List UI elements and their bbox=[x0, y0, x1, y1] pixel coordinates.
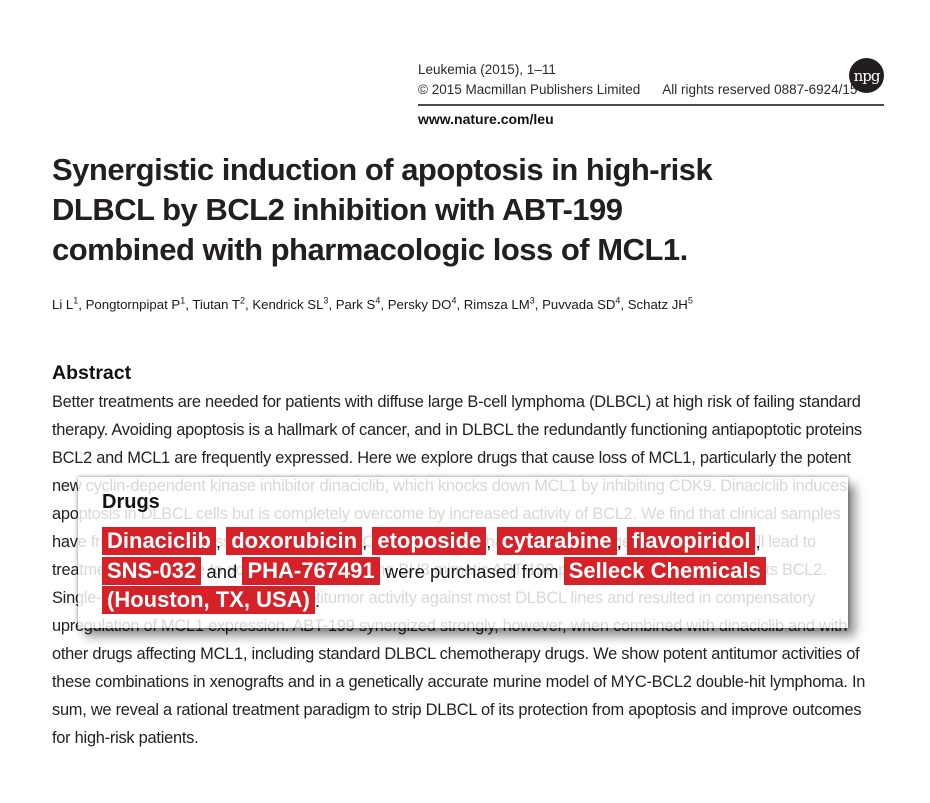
author-affiliation-sup: 3 bbox=[529, 295, 535, 306]
abstract-line: these combinations in xenografts and in … bbox=[52, 673, 866, 691]
abstract-line: other drugs affecting MCL1, including st… bbox=[52, 645, 860, 663]
drug-chip[interactable]: PHA-767491 bbox=[242, 556, 380, 585]
author-affiliation-sup: 4 bbox=[451, 295, 457, 306]
drug-connector-text: , bbox=[486, 531, 497, 552]
popup-text-row: Dinaciclib, doxorubicin, etoposide, cyta… bbox=[102, 527, 840, 557]
paper-title-line: Synergistic induction of apoptosis in hi… bbox=[52, 152, 713, 187]
drug-chip[interactable]: doxorubicin bbox=[226, 527, 363, 555]
drug-connector-text: , bbox=[362, 531, 373, 552]
abstract-line: sum, we reveal a rational treatment para… bbox=[52, 701, 862, 719]
drug-chip[interactable]: SNS-032 bbox=[102, 556, 202, 585]
author-affiliation-sup: 2 bbox=[239, 295, 245, 306]
journal-header: Leukemia (2015), 1–11 © 2015 Macmillan P… bbox=[418, 58, 884, 127]
author: Tiutan T2 bbox=[192, 295, 245, 312]
journal-citation: Leukemia (2015), 1–11 bbox=[418, 62, 556, 77]
author: Li L1 bbox=[52, 295, 79, 312]
author: Park S4 bbox=[335, 295, 381, 312]
abstract-line: Better treatments are needed for patient… bbox=[52, 393, 861, 411]
copyright-line: © 2015 Macmillan Publishers Limited All … bbox=[418, 80, 884, 100]
author-affiliation-sup: 4 bbox=[375, 295, 381, 306]
popup-body: Dinaciclib, doxorubicin, etoposide, cyta… bbox=[102, 527, 840, 616]
journal-url-link[interactable]: www.nature.com/leu bbox=[418, 111, 554, 127]
drug-chip[interactable]: Dinaciclib bbox=[102, 527, 216, 555]
npg-logo-icon: npg bbox=[849, 58, 884, 93]
author: Kendrick SL3 bbox=[252, 295, 329, 312]
paper-title-line: combined with pharmacologic loss of MCL1… bbox=[52, 232, 688, 267]
author: Pongtornpipat P1 bbox=[85, 295, 186, 312]
paper-title-line: DLBCL by BCL2 inhibition with ABT-199 bbox=[52, 192, 623, 227]
drug-chip[interactable]: cytarabine bbox=[496, 527, 617, 555]
drug-chip[interactable]: (Houston, TX, USA) bbox=[102, 586, 315, 615]
drug-connector-text: , bbox=[616, 531, 627, 552]
drugs-annotation-popup: Drugs Dinaciclib, doxorubicin, etoposide… bbox=[78, 477, 848, 628]
abstract-heading: Abstract bbox=[52, 362, 132, 384]
author-affiliation-sup: 3 bbox=[323, 295, 329, 306]
author: Rimsza LM3 bbox=[463, 295, 535, 312]
popup-text-row: (Houston, TX, USA). bbox=[102, 586, 840, 616]
drug-chip[interactable]: Selleck Chemicals bbox=[563, 556, 766, 585]
author: Persky DO4 bbox=[387, 295, 457, 312]
drug-connector-text: and bbox=[201, 560, 243, 582]
copyright-text: © 2015 Macmillan Publishers Limited bbox=[418, 82, 641, 97]
abstract-line: therapy. Avoiding apoptosis is a hallmar… bbox=[52, 421, 862, 439]
abstract-line: BCL2 and MCL1 are frequently expressed. … bbox=[52, 449, 851, 467]
author-affiliation-sup: 1 bbox=[73, 295, 79, 306]
author-affiliation-sup: 1 bbox=[180, 295, 186, 306]
paper-title: Synergistic induction of apoptosis in hi… bbox=[52, 150, 902, 270]
drug-chip[interactable]: etoposide bbox=[372, 527, 487, 555]
popup-heading: Drugs bbox=[102, 491, 160, 513]
author-affiliation-sup: 5 bbox=[687, 295, 693, 306]
author: Schatz JH5 bbox=[627, 295, 693, 312]
drug-connector-text: were purchased from bbox=[379, 560, 564, 582]
popup-text-row: SNS-032 and PHA-767491 were purchased fr… bbox=[102, 556, 840, 587]
rights-text: All rights reserved 0887-6924/15 bbox=[662, 82, 858, 97]
abstract-line: for high-risk patients. bbox=[52, 729, 199, 747]
npg-logo-text: npg bbox=[853, 66, 881, 85]
header-divider bbox=[418, 104, 884, 106]
author-affiliation-sup: 4 bbox=[615, 295, 621, 306]
author-list: Li L1, Pongtornpipat P1, Tiutan T2, Kend… bbox=[52, 295, 693, 312]
drug-connector-text: . bbox=[314, 590, 321, 612]
drug-chip[interactable]: flavopiridol bbox=[626, 527, 756, 555]
drug-connector-text: , bbox=[215, 531, 227, 552]
drug-connector-text: , bbox=[755, 531, 761, 552]
author: Puvvada SD4 bbox=[542, 295, 621, 312]
